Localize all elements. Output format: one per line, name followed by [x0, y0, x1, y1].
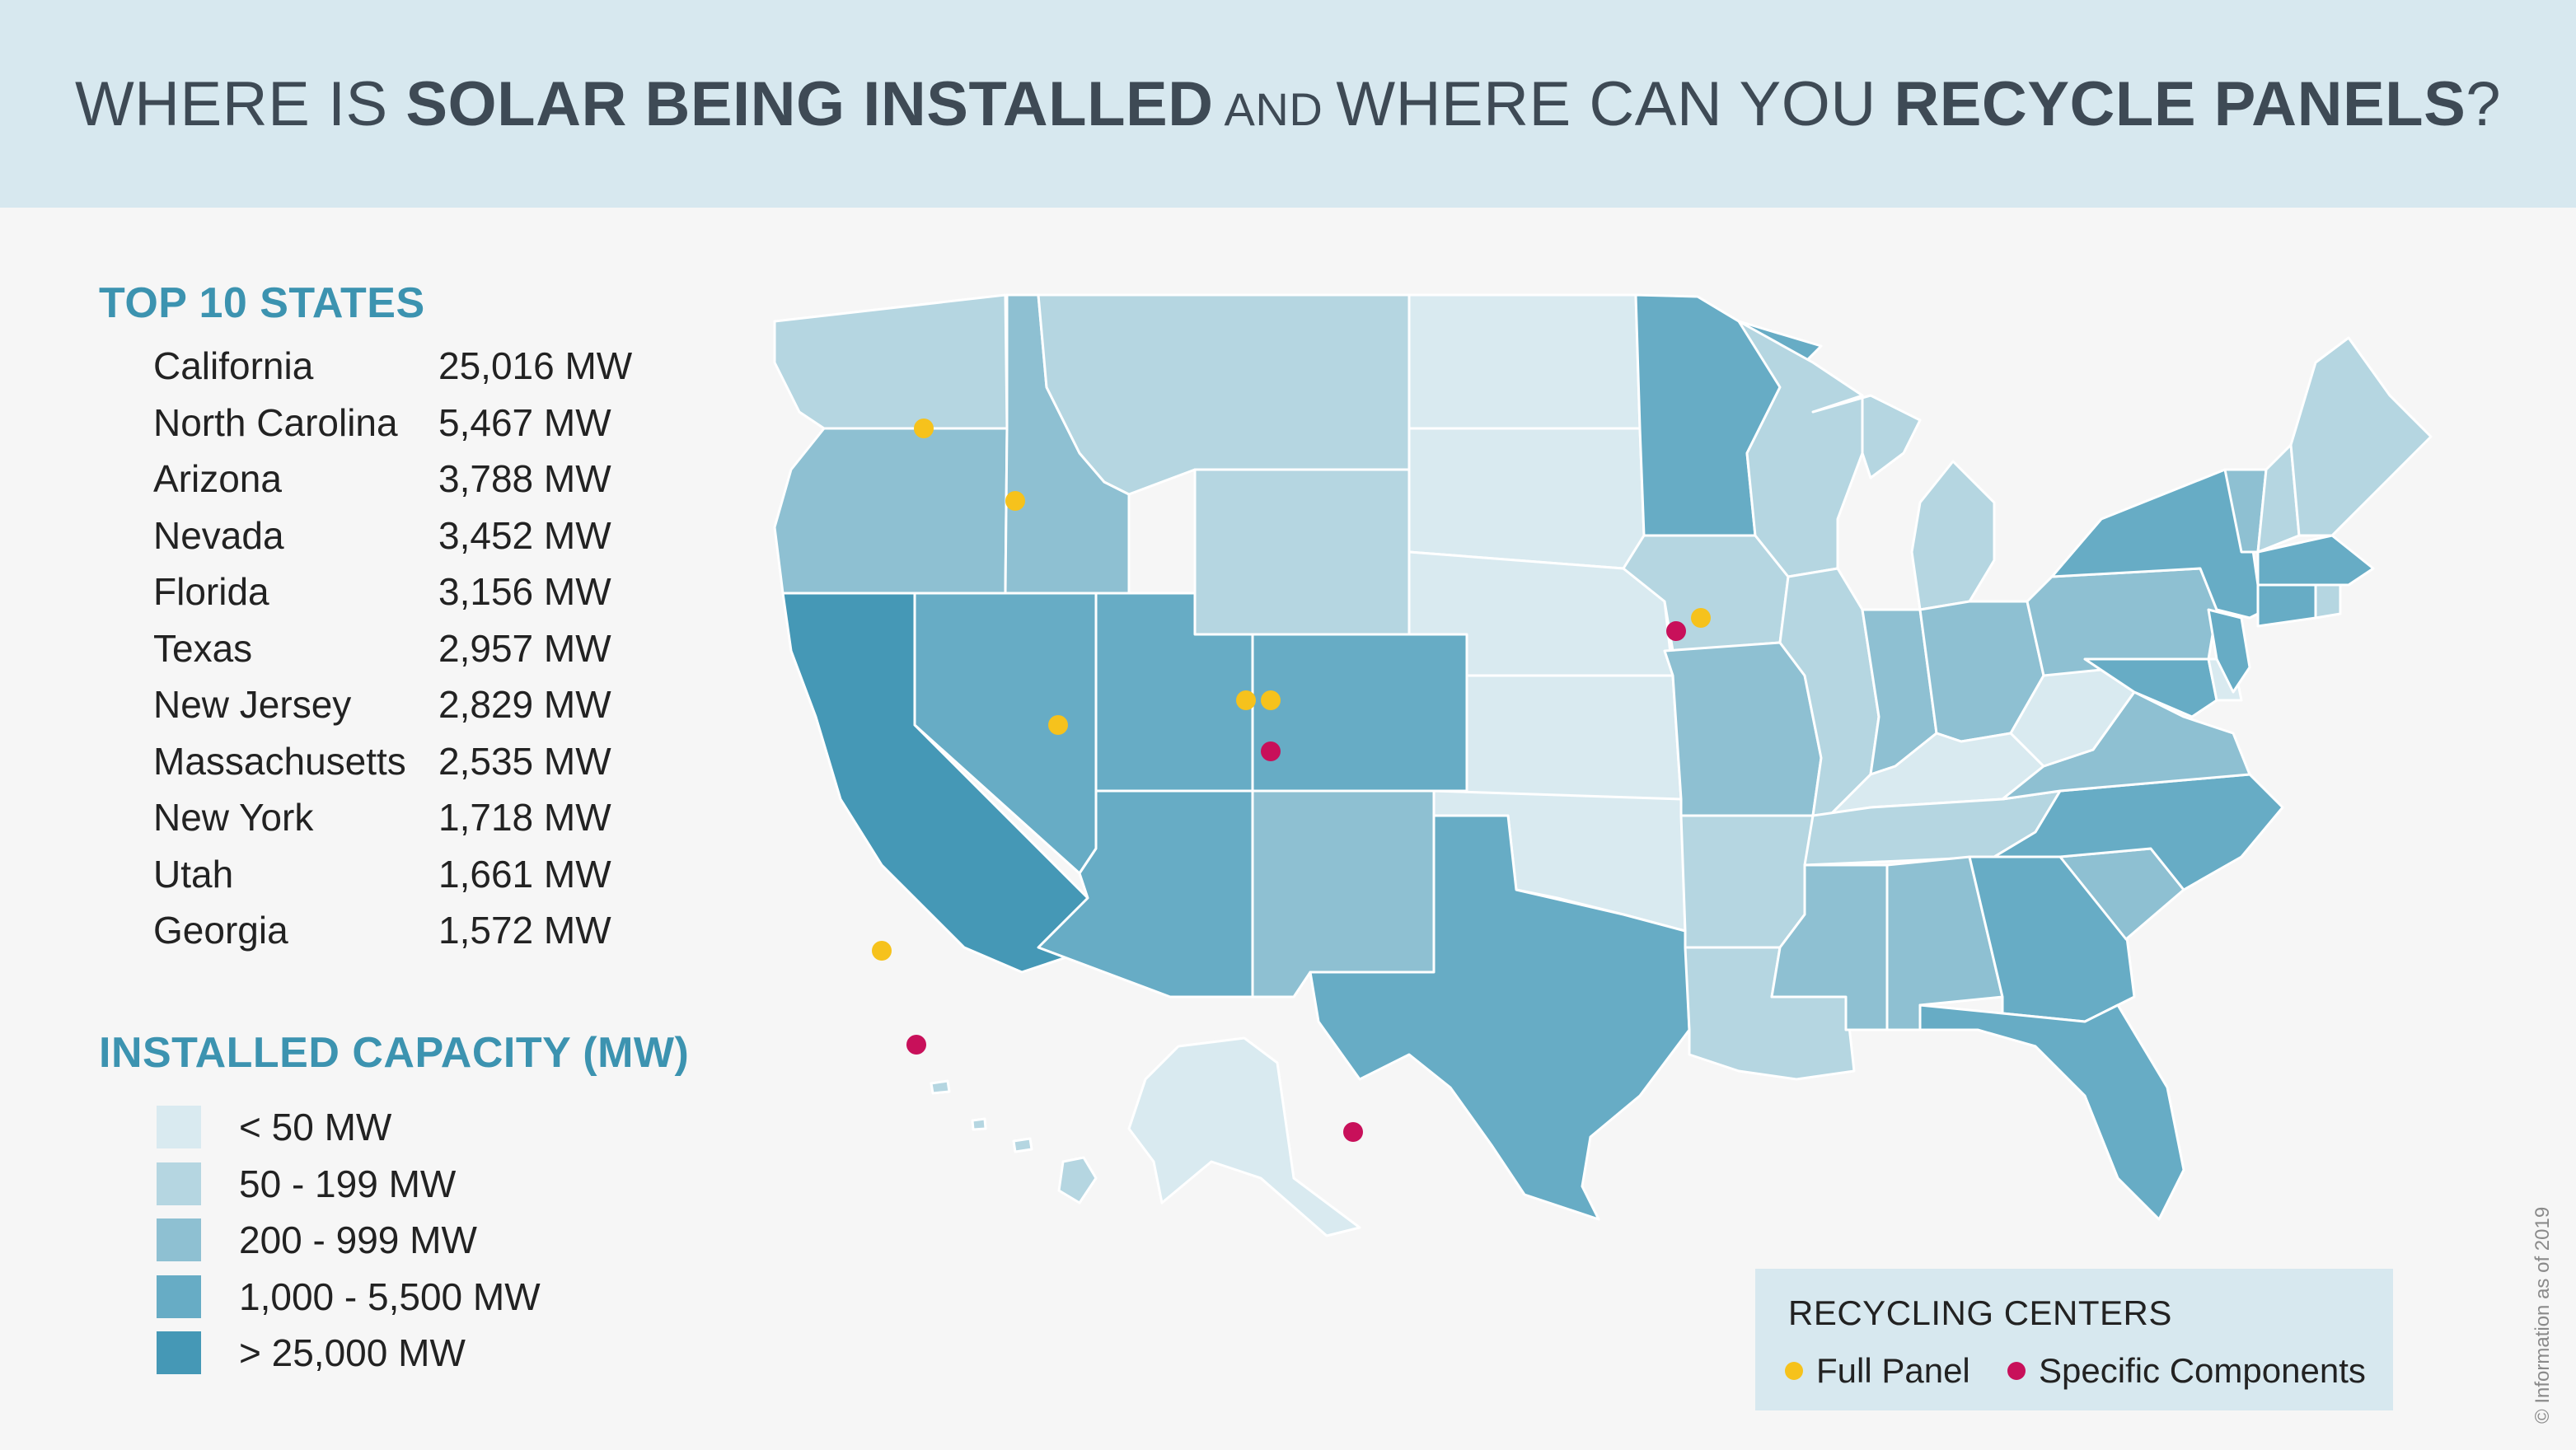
state-name: California	[153, 344, 314, 388]
full-panel-center-marker	[872, 941, 892, 961]
state-michigan	[1811, 394, 1996, 611]
legend-item: 50 - 199 MW	[157, 1156, 541, 1213]
full-panel-dot-icon	[1785, 1362, 1803, 1380]
state-montana	[1037, 293, 1411, 496]
state-row: Georgia 1,572 MW	[153, 902, 632, 959]
state-maryland	[2083, 657, 2218, 718]
full-panel-center-marker	[914, 419, 934, 438]
specific-components-legend-item: Specific Components	[2007, 1351, 2366, 1391]
state-row: New York 1,718 MW	[153, 789, 632, 846]
specific-components-center-marker	[1343, 1122, 1363, 1142]
state-north-dakota	[1407, 293, 1642, 430]
legend-label: 1,000 - 5,500 MW	[239, 1275, 541, 1318]
capacity-legend: < 50 MW 50 - 199 MW 200 - 999 MW 1,000 - 5,…	[157, 1099, 541, 1382]
state-row: Texas 2,957 MW	[153, 620, 632, 677]
state-rhode-island	[2314, 583, 2342, 620]
legend-item: 1,000 - 5,500 MW	[157, 1269, 541, 1326]
state-wyoming	[1193, 468, 1411, 636]
legend-swatch	[157, 1218, 201, 1262]
legend-item: 200 - 999 MW	[157, 1212, 541, 1269]
recycling-centers-legend: RECYCLING CENTERS Full Panel Specific Co…	[1755, 1269, 2393, 1410]
state-florida	[1918, 1003, 2185, 1221]
state-row: Massachusetts 2,535 MW	[153, 733, 632, 790]
state-kansas	[1465, 674, 1683, 801]
state-connecticut	[2256, 583, 2317, 628]
state-row: New Jersey 2,829 MW	[153, 676, 632, 733]
state-hawaii	[930, 1079, 1098, 1204]
state-row: California 25,016 MW	[153, 338, 632, 395]
state-capacity: 2,957 MW	[438, 626, 611, 670]
state-name: New Jersey	[153, 683, 352, 727]
specific-components-center-marker	[906, 1035, 926, 1055]
state-capacity: 3,156 MW	[438, 570, 611, 614]
state-maine	[2289, 336, 2433, 537]
state-name: Florida	[153, 570, 269, 614]
state-row: Florida 3,156 MW	[153, 564, 632, 620]
state-name: Arizona	[153, 457, 282, 501]
state-south-dakota	[1407, 427, 1646, 570]
legend-label: > 25,000 MW	[239, 1331, 466, 1375]
state-capacity: 3,452 MW	[438, 513, 611, 557]
legend-label: 50 - 199 MW	[239, 1162, 457, 1205]
state-new-mexico	[1251, 789, 1436, 999]
state-name: New York	[153, 796, 314, 840]
full-panel-center-marker	[1236, 690, 1256, 710]
full-panel-center-marker	[1691, 608, 1711, 628]
header-banner: WHERE IS SOLAR BEING INSTALLED AND WHERE…	[0, 0, 2576, 208]
specific-components-center-marker	[1666, 621, 1686, 641]
state-capacity: 2,535 MW	[438, 739, 611, 783]
state-capacity: 1,718 MW	[438, 796, 611, 840]
state-name: Utah	[153, 852, 234, 896]
specific-components-dot-icon	[2007, 1362, 2026, 1380]
full-panel-center-marker	[1261, 690, 1281, 710]
legend-item: > 25,000 MW	[157, 1325, 541, 1382]
state-name: North Carolina	[153, 400, 398, 444]
capacity-legend-heading: INSTALLED CAPACITY (MW)	[99, 1029, 690, 1077]
state-name: Nevada	[153, 513, 284, 557]
state-capacity: 1,572 MW	[438, 909, 611, 952]
state-capacity: 1,661 MW	[438, 852, 611, 896]
full-panel-center-marker	[1005, 491, 1025, 511]
specific-components-center-marker	[1261, 741, 1281, 761]
legend-swatch	[157, 1331, 201, 1375]
state-arkansas	[1679, 814, 1815, 949]
full-panel-legend-item: Full Panel	[1785, 1351, 1970, 1391]
state-name: Georgia	[153, 909, 288, 952]
state-alaska	[1127, 1036, 1361, 1237]
state-row: North Carolina 5,467 MW	[153, 395, 632, 451]
legend-swatch	[157, 1162, 201, 1205]
state-washington	[773, 293, 1009, 430]
legend-label: 200 - 999 MW	[239, 1218, 477, 1262]
state-missouri	[1663, 641, 1823, 817]
state-row: Nevada 3,452 MW	[153, 508, 632, 564]
legend-item: < 50 MW	[157, 1099, 541, 1156]
state-row: Arizona 3,788 MW	[153, 451, 632, 508]
top-states-heading: TOP 10 STATES	[99, 279, 425, 327]
legend-swatch	[157, 1106, 201, 1149]
state-oregon	[773, 427, 1009, 595]
state-capacity: 5,467 MW	[438, 400, 611, 444]
state-massachusetts	[2256, 534, 2375, 587]
state-name: Texas	[153, 626, 253, 670]
us-map	[773, 293, 2433, 1237]
state-capacity: 2,829 MW	[438, 683, 611, 727]
full-panel-center-marker	[1048, 715, 1068, 735]
top-states-list: California 25,016 MW North Carolina 5,467 M…	[153, 338, 632, 959]
state-texas	[1309, 814, 1691, 1221]
state-capacity: 3,788 MW	[438, 457, 611, 501]
state-new-jersey	[2207, 608, 2251, 694]
legend-label: < 50 MW	[239, 1106, 392, 1149]
recycling-heading: RECYCLING CENTERS	[1788, 1293, 2172, 1332]
full-panel-label: Full Panel	[1816, 1351, 1970, 1390]
specific-components-label: Specific Components	[2039, 1351, 2366, 1390]
legend-swatch	[157, 1275, 201, 1318]
credit-note: © Information as of 2019	[2532, 1206, 2554, 1424]
state-capacity: 25,016 MW	[438, 344, 633, 388]
state-name: Massachusetts	[153, 739, 406, 783]
state-row: Utah 1,661 MW	[153, 846, 632, 903]
page-title: WHERE IS SOLAR BEING INSTALLED AND WHERE…	[74, 68, 2502, 139]
state-colorado	[1251, 633, 1468, 793]
